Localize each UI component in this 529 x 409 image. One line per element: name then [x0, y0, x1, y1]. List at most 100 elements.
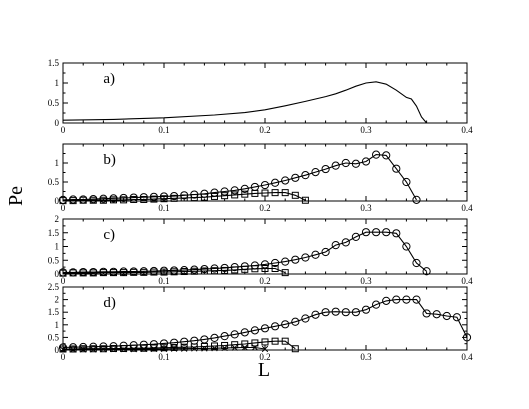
panel-label: d)	[103, 295, 116, 311]
data-point-circle	[311, 310, 320, 319]
data-point-circle	[402, 177, 411, 187]
data-point-circle	[311, 168, 320, 177]
panel-3: 0 0.1 0.2 0.3 0.4 0 0.5 1 1.5 2 c)	[48, 214, 473, 286]
x-tick-label: 0.1	[158, 276, 169, 286]
y-axis-title: Pe	[5, 186, 27, 206]
data-point-square	[130, 344, 138, 352]
y-tick-label: 1	[55, 78, 60, 88]
series-line-circle	[62, 154, 417, 201]
data-point-square	[211, 342, 218, 350]
x-tick-label: 0	[61, 276, 66, 286]
data-point-circle	[200, 264, 209, 274]
data-point-circle	[159, 192, 169, 201]
data-point-circle	[210, 333, 219, 343]
data-point-circle	[361, 157, 371, 166]
data-point-square	[291, 345, 299, 353]
data-point-square	[110, 269, 117, 277]
x-tick-label: 0	[61, 125, 66, 135]
data-point-circle	[180, 266, 189, 275]
data-point-square	[200, 342, 208, 350]
data-point-circle	[351, 232, 360, 241]
data-point-square	[190, 194, 198, 202]
data-point-x	[150, 345, 158, 353]
y-tick-label: 2	[55, 214, 60, 224]
data-point-circle	[372, 150, 381, 159]
data-point-circle	[170, 338, 179, 347]
data-point-circle	[230, 263, 239, 272]
y-tick-label: 0.5	[48, 255, 60, 265]
data-point-square	[180, 194, 188, 202]
data-point-square	[241, 190, 249, 198]
data-point-square	[110, 344, 117, 352]
data-point-square	[130, 195, 138, 203]
data-point-circle	[58, 343, 68, 352]
data-point-circle	[220, 332, 229, 341]
data-point-circle	[149, 192, 158, 201]
data-point-square	[140, 268, 148, 276]
data-point-circle	[139, 193, 148, 202]
data-point-circle	[392, 229, 401, 238]
data-point-circle	[180, 191, 189, 200]
panels-group: 0 0.1 0.2 0.3 0.400.511.5a)0 0.1 0.2 0.3 0.400.5…	[48, 58, 473, 362]
data-point-circle	[240, 184, 249, 193]
series-line-none	[62, 81, 428, 124]
x-tick-label: 0.1	[158, 352, 169, 362]
data-point-circle	[230, 186, 239, 195]
data-point-square	[281, 337, 289, 345]
data-point-square	[59, 269, 67, 277]
data-point-circle	[301, 314, 310, 323]
data-point-square	[140, 344, 148, 352]
y-tick-label: 1.5	[48, 58, 60, 68]
data-point-circle	[260, 324, 270, 333]
data-point-square	[150, 344, 158, 352]
data-point-circle	[341, 308, 350, 317]
x-tick-label: 0.2	[259, 276, 270, 286]
data-point-square	[110, 196, 117, 204]
data-point-circle	[190, 265, 199, 274]
data-point-circle	[361, 228, 371, 237]
x-tick-label: 0	[61, 352, 66, 362]
data-point-circle	[402, 295, 411, 304]
data-point-circle	[432, 310, 441, 319]
data-point-x	[130, 346, 137, 353]
data-point-circle	[301, 171, 310, 180]
data-point-square	[79, 345, 87, 353]
data-point-circle	[220, 187, 229, 196]
data-point-circle	[99, 194, 108, 203]
data-point-x	[59, 346, 67, 353]
panel-4: 0 0.1 0.2 0.3 0.400.511.522.5d)	[48, 282, 473, 362]
data-point-square	[59, 197, 67, 205]
data-point-square	[211, 267, 218, 275]
data-point-circle	[462, 333, 472, 342]
data-point-square	[120, 269, 128, 277]
data-point-x	[181, 345, 188, 352]
x-tick-label: 0.2	[259, 203, 270, 213]
data-point-x	[170, 345, 178, 352]
data-point-circle	[89, 195, 98, 204]
data-point-square	[200, 193, 208, 201]
data-point-x	[251, 344, 259, 351]
data-point-square	[180, 343, 188, 351]
y-tick-label: 0	[55, 196, 60, 206]
data-point-square	[150, 268, 158, 276]
data-point-square	[231, 266, 239, 274]
y-tick-label: 0.5	[48, 332, 60, 342]
data-point-circle	[99, 342, 108, 351]
y-tick-label: 1.5	[48, 228, 60, 238]
data-point-circle	[412, 258, 421, 268]
data-point-square	[241, 265, 249, 273]
data-point-square	[140, 195, 148, 203]
data-point-circle	[250, 326, 259, 335]
data-point-circle	[240, 262, 249, 271]
data-point-circle	[291, 317, 300, 326]
data-point-square	[251, 339, 259, 347]
x-tick-label: 0.2	[259, 352, 270, 362]
y-tick-label: 1	[55, 320, 60, 330]
y-tick-label: 1.5	[48, 307, 60, 317]
data-point-square	[261, 189, 269, 197]
data-point-square	[79, 269, 87, 277]
data-point-square	[180, 268, 188, 276]
data-point-square	[99, 269, 107, 277]
data-point-square	[69, 269, 77, 277]
